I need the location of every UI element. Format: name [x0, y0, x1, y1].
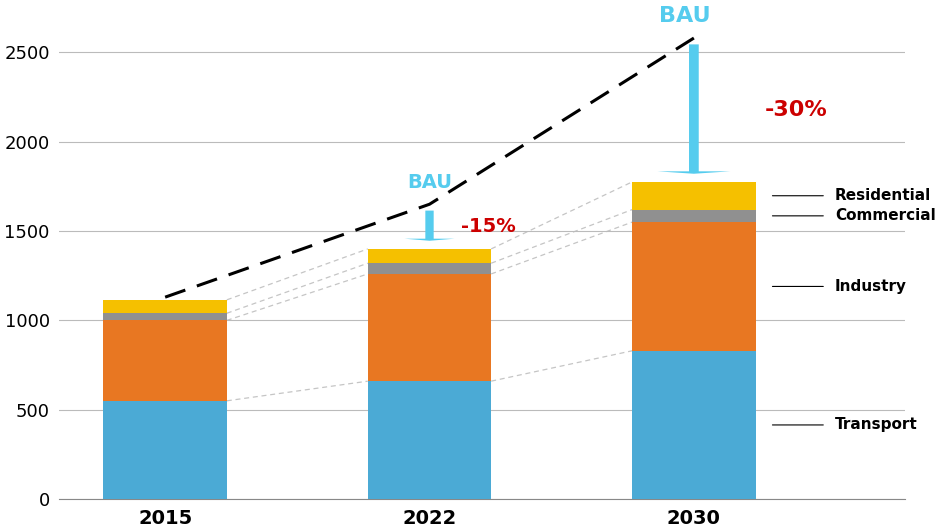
Text: -15%: -15%: [461, 217, 516, 236]
Text: Industry: Industry: [835, 279, 907, 294]
Text: Commercial: Commercial: [835, 209, 936, 223]
Text: Residential: Residential: [835, 188, 931, 203]
Bar: [368, 249, 492, 263]
Bar: [632, 351, 755, 499]
Bar: [103, 313, 227, 320]
Bar: [632, 182, 755, 210]
Text: -30%: -30%: [764, 100, 828, 120]
Bar: [103, 300, 227, 313]
Text: BAU: BAU: [407, 173, 452, 192]
Bar: [368, 274, 492, 381]
Bar: [368, 263, 492, 274]
Bar: [103, 401, 227, 499]
Bar: [632, 222, 755, 351]
Bar: [103, 320, 227, 401]
Bar: [632, 210, 755, 222]
Text: BAU: BAU: [660, 5, 711, 26]
Bar: [368, 381, 492, 499]
Text: Transport: Transport: [835, 418, 918, 433]
